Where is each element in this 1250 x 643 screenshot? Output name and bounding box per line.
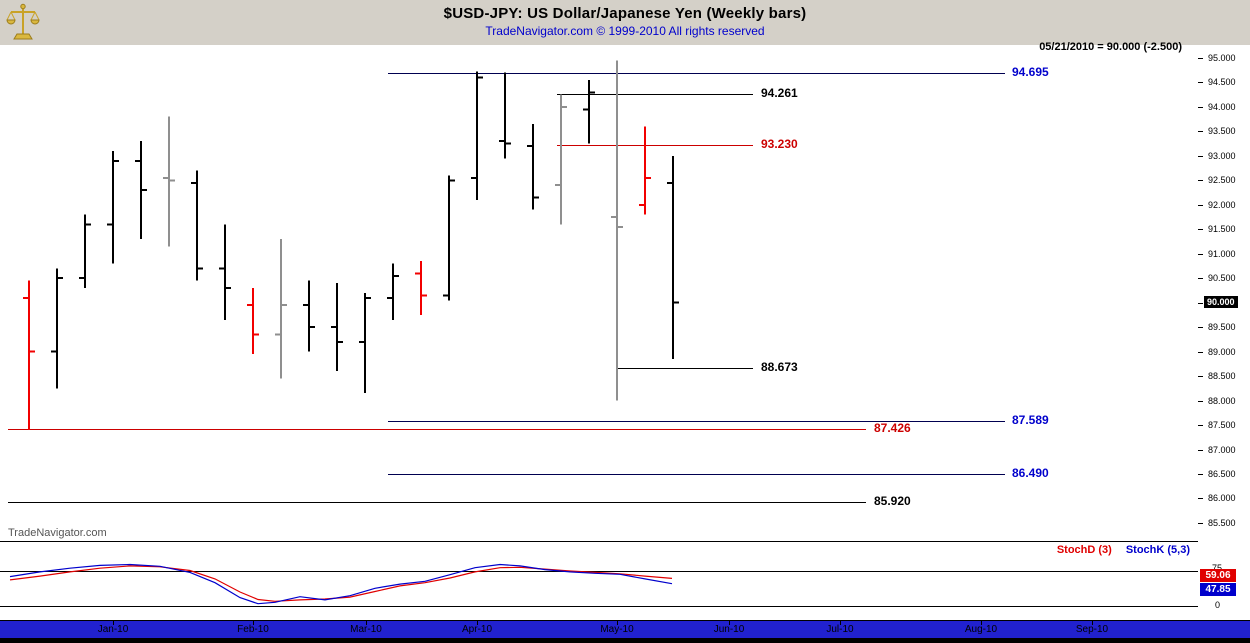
cursor-price-readout: 05/21/2010 = 90.000 (-2.500) xyxy=(1039,41,1182,53)
time-axis[interactable]: Jan-10 Feb-10 Mar-10 Apr-10 May-10 Jun-10 Jul-… xyxy=(0,620,1250,638)
stoch-scale-lo: 0 xyxy=(1215,600,1221,610)
price-axis-tick xyxy=(1198,450,1203,451)
stochd-line xyxy=(9,565,673,602)
price-axis-tick xyxy=(1198,205,1203,206)
stochastic-plot xyxy=(0,563,1198,607)
price-axis-label: 95.000 xyxy=(1208,53,1236,63)
month-tick xyxy=(617,621,618,625)
chart-header: $USD-JPY: US Dollar/Japanese Yen (Weekly… xyxy=(0,0,1250,45)
price-axis-label: 88.500 xyxy=(1208,371,1236,382)
price-axis-label: 94.000 xyxy=(1208,101,1236,112)
copyright-subtitle: TradeNavigator.com © 1999-2010 All right… xyxy=(485,24,765,38)
price-axis-label: 94.500 xyxy=(1208,77,1236,88)
month-tick xyxy=(1092,621,1093,625)
price-axis-label: 91.500 xyxy=(1208,224,1236,235)
price-axis-tick xyxy=(1198,278,1203,279)
price-axis-label: 87.000 xyxy=(1208,444,1236,455)
price-axis-tick xyxy=(1198,131,1203,132)
price-axis[interactable]: 75 59.06 47.85 0 95.000 94.500 94.000 93.50… xyxy=(1198,45,1250,620)
price-axis-tick xyxy=(1198,498,1203,499)
month-tick xyxy=(729,621,730,625)
price-axis-tick xyxy=(1198,107,1203,108)
month-label: May-10 xyxy=(600,624,634,635)
price-axis-label: 93.500 xyxy=(1208,126,1236,137)
level-label: 85.920 xyxy=(874,494,911,509)
price-axis-tick xyxy=(1198,425,1203,426)
stochk-line xyxy=(9,563,673,605)
month-label: Aug-10 xyxy=(964,624,998,635)
month-tick xyxy=(113,621,114,625)
month-tick xyxy=(981,621,982,625)
price-axis-tick xyxy=(1198,303,1203,304)
price-axis-tick xyxy=(1198,180,1203,181)
price-axis-tick xyxy=(1198,229,1203,230)
level-label: 88.673 xyxy=(761,359,798,374)
stochastic-legend: StochD (3) StochK (5,3) xyxy=(1057,544,1190,556)
price-axis-label: 86.500 xyxy=(1208,468,1236,479)
price-axis-label: 92.000 xyxy=(1208,199,1236,210)
price-axis-tick xyxy=(1198,82,1203,83)
price-axis-tick xyxy=(1198,352,1203,353)
month-label: Jun-10 xyxy=(713,624,745,635)
price-axis-tick xyxy=(1198,254,1203,255)
stoch-scale-hi: 75 xyxy=(1212,563,1223,573)
month-label: Apr-10 xyxy=(461,624,492,635)
price-axis-label: 89.000 xyxy=(1208,346,1236,357)
month-label: Jul-10 xyxy=(826,624,854,635)
price-axis-label: 86.000 xyxy=(1208,493,1236,504)
price-axis-label: 87.500 xyxy=(1208,420,1236,431)
price-axis-label: 90.000 xyxy=(1204,295,1238,308)
price-axis-label: 92.500 xyxy=(1208,175,1236,186)
price-axis-label: 88.000 xyxy=(1208,395,1236,406)
price-axis-label: 90.500 xyxy=(1208,273,1236,284)
bottom-bar xyxy=(0,638,1250,643)
price-axis-tick xyxy=(1198,523,1203,524)
watermark: TradeNavigator.com xyxy=(8,527,107,539)
price-axis-label: 93.000 xyxy=(1208,150,1236,161)
ohlc-plot xyxy=(8,60,1005,503)
month-tick xyxy=(366,621,367,625)
level-label: 86.490 xyxy=(1012,466,1049,481)
price-axis-tick xyxy=(1198,58,1203,59)
month-label: Jan-10 xyxy=(97,624,129,635)
level-label: 87.426 xyxy=(874,420,911,435)
price-axis-tick xyxy=(1198,401,1203,402)
stochk-label: StochK (5,3) xyxy=(1125,544,1190,556)
level-label: 94.261 xyxy=(761,86,798,101)
price-axis-label: 91.000 xyxy=(1208,248,1236,259)
stochd-label: StochD (3) xyxy=(1056,544,1112,556)
month-label: Sep-10 xyxy=(1075,624,1109,635)
stochastic-panel[interactable] xyxy=(0,541,1198,620)
price-axis-label: 89.500 xyxy=(1208,322,1236,333)
price-axis-tick xyxy=(1198,327,1203,328)
price-axis-tick xyxy=(1198,376,1203,377)
stochd-value-badge: 59.06 xyxy=(1200,569,1236,582)
chart-title: $USD-JPY: US Dollar/Japanese Yen (Weekly… xyxy=(443,5,807,22)
month-tick xyxy=(253,621,254,625)
level-label: 94.695 xyxy=(1012,64,1049,79)
level-label: 87.589 xyxy=(1012,412,1049,427)
month-label: Mar-10 xyxy=(350,624,382,635)
price-axis-tick xyxy=(1198,156,1203,157)
month-tick xyxy=(477,621,478,625)
level-label: 93.230 xyxy=(761,136,798,151)
price-chart-canvas[interactable]: TradeNavigator.com 94.695 94.261 93.230 88.… xyxy=(0,45,1198,541)
price-axis-label: 85.500 xyxy=(1208,517,1236,528)
tradenavigator-logo-icon xyxy=(5,3,41,43)
stochk-value-badge: 47.85 xyxy=(1200,583,1236,596)
month-tick xyxy=(840,621,841,625)
month-label: Feb-10 xyxy=(237,624,269,635)
price-axis-tick xyxy=(1198,474,1203,475)
